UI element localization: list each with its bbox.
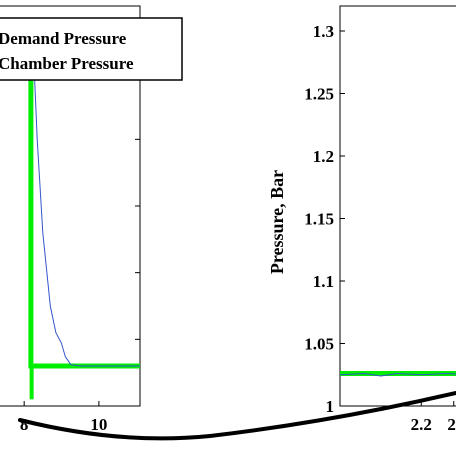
y-tick-label: 1.15: [304, 210, 334, 229]
x-tick-label: 2.2: [411, 415, 432, 434]
x-tick-label: 2.: [447, 415, 456, 434]
left-legend: Demand Pressure Chamber Pressure: [0, 17, 183, 81]
x-tick-label: 8: [20, 415, 29, 434]
y-tick-label: 1.2: [313, 147, 334, 166]
y-axis-title: Pressure, Bar: [267, 170, 287, 274]
connector-curve: [18, 391, 456, 441]
y-tick-label: 1.25: [304, 85, 334, 104]
y-tick-label: 1: [326, 397, 335, 416]
demand-pressure-line: [0, 30, 140, 369]
series-line: [339, 372, 456, 377]
chamber-pressure-line: [0, 32, 140, 367]
legend-label-chamber: Chamber Pressure: [0, 54, 134, 73]
y-tick-label: 1.1: [313, 272, 334, 291]
y-tick-label: 1.05: [304, 335, 334, 354]
legend-box: [0, 17, 183, 81]
legend-label-demand: Demand Pressure: [0, 29, 127, 48]
right-plot-frame: [339, 5, 456, 407]
y-tick-label: 1.3: [313, 22, 334, 41]
x-tick-label: 10: [90, 415, 107, 434]
